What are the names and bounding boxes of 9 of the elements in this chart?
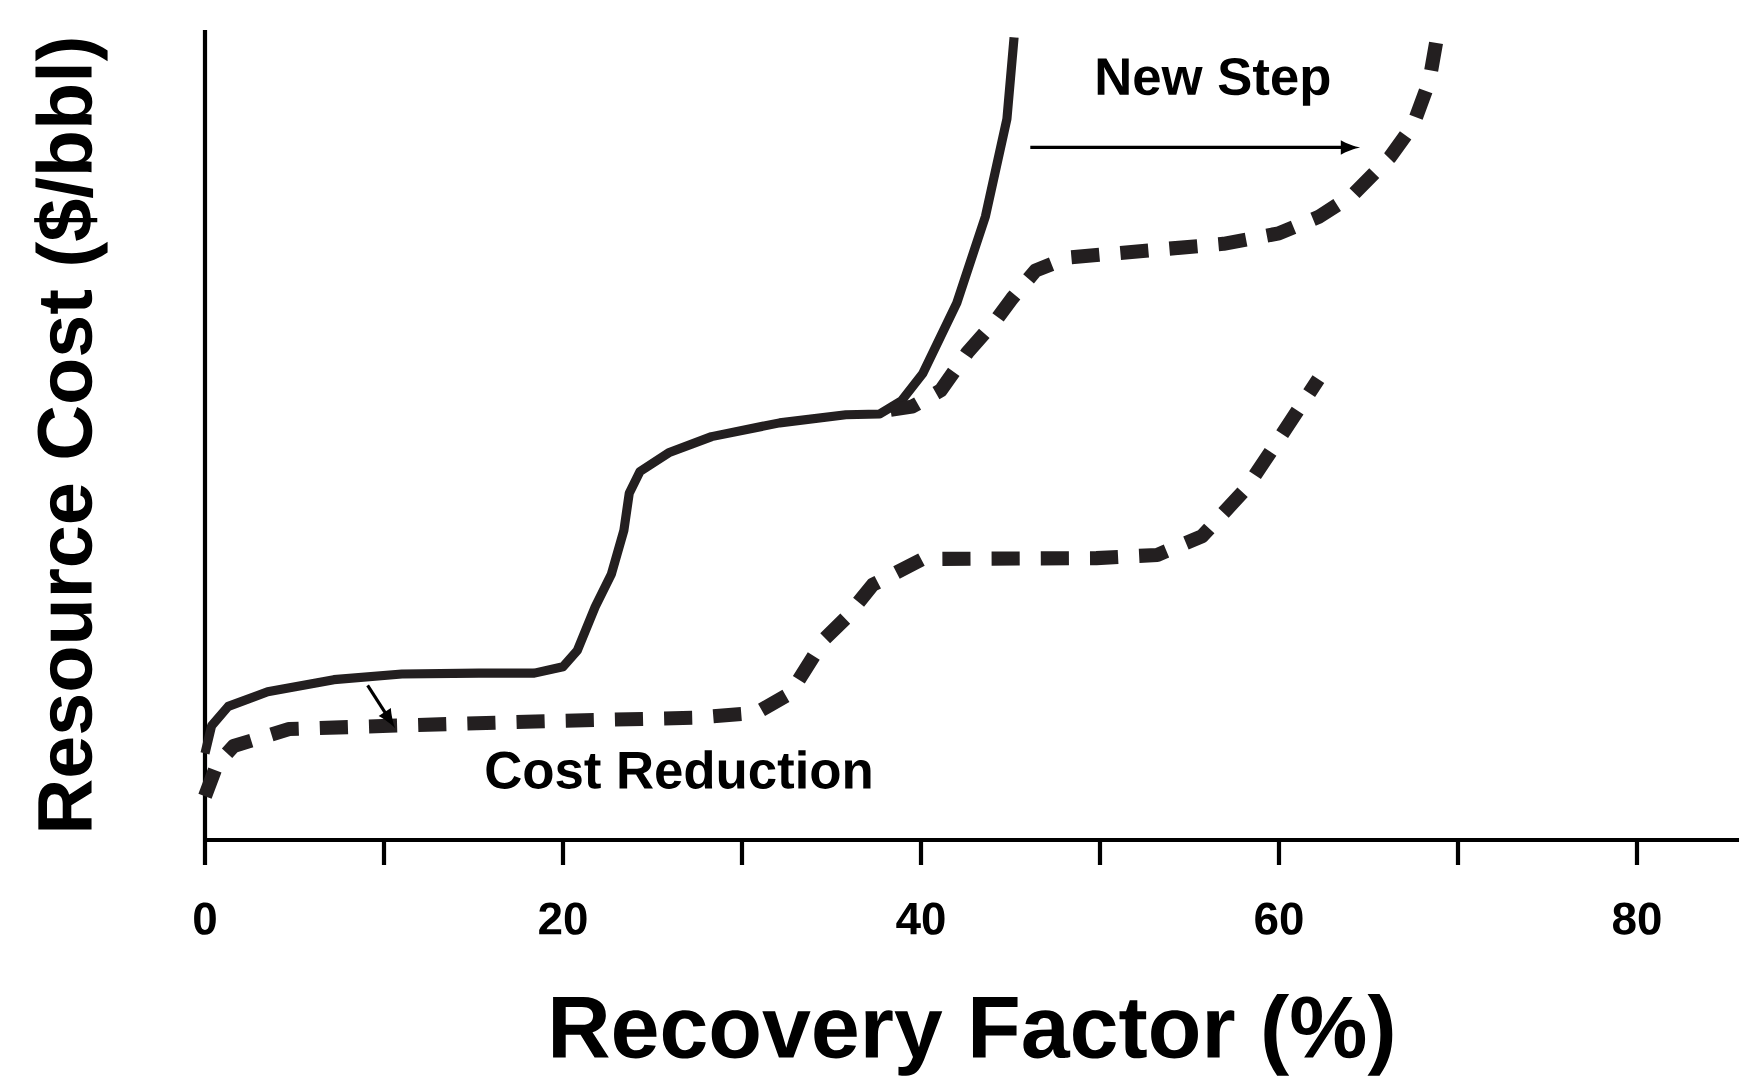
annotation: Cost Reduction: [486, 750, 871, 789]
x-tick-label: 60: [1255, 902, 1303, 935]
y-axis-title: Resource Cost ($/bbl): [34, 39, 108, 830]
x-tick-label: 0: [194, 902, 216, 935]
x-axis-title: Recovery Factor (%): [553, 993, 1393, 1076]
x-tick-label: 20: [539, 902, 587, 935]
x-tick-label: 80: [1613, 902, 1661, 935]
annotation: New Step: [1097, 57, 1330, 106]
x-tick-label: 40: [896, 902, 945, 935]
